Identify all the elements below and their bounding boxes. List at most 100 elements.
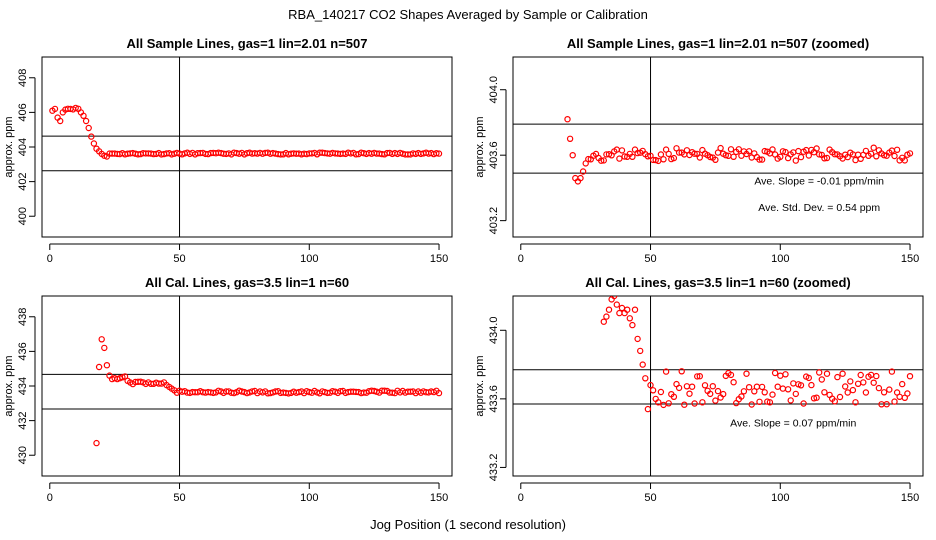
data-point xyxy=(797,153,805,161)
data-point xyxy=(624,306,631,313)
data-point xyxy=(847,378,854,385)
data-point xyxy=(743,370,750,377)
y-tick-label: 438 xyxy=(17,308,29,326)
data-point xyxy=(761,147,768,155)
data-point xyxy=(873,153,880,160)
y-tick-label: 430 xyxy=(17,446,29,464)
data-point xyxy=(766,399,774,406)
x-tick-label: 0 xyxy=(47,492,53,504)
data-point xyxy=(769,146,776,153)
data-point xyxy=(93,439,100,447)
data-points xyxy=(49,104,443,160)
data-point xyxy=(82,117,90,125)
data-point xyxy=(849,386,857,394)
data-point xyxy=(777,153,784,160)
stat-label: Ave. Slope = xyxy=(754,176,817,188)
panel-title: All Sample Lines, gas=1 lin=2.01 n=507 (… xyxy=(567,36,869,51)
data-point xyxy=(579,168,587,175)
data-point xyxy=(660,156,667,163)
stat-annotation: Ave. Slope = 0.07 ppm/min xyxy=(730,417,856,429)
data-point xyxy=(210,389,217,397)
y-axis-label: approx. ppm xyxy=(3,116,15,177)
x-tick-label: 150 xyxy=(901,253,919,265)
data-point xyxy=(701,382,709,389)
data-point xyxy=(603,313,610,320)
y-tick-label: 404.0 xyxy=(488,76,500,104)
data-point xyxy=(839,370,846,377)
data-point xyxy=(647,381,654,389)
x-tick-label: 100 xyxy=(300,253,318,265)
data-points xyxy=(564,115,914,185)
data-point xyxy=(57,117,64,125)
panel-title: All Sample Lines, gas=1 lin=2.01 n=507 xyxy=(127,36,368,51)
data-point xyxy=(644,153,652,160)
data-point xyxy=(51,105,59,113)
data-point xyxy=(675,384,683,392)
data-point xyxy=(823,370,831,377)
data-point xyxy=(637,347,644,355)
data-point xyxy=(694,373,701,380)
data-point xyxy=(758,156,766,163)
data-point xyxy=(629,153,636,160)
data-point xyxy=(605,306,613,313)
data-point xyxy=(823,154,831,162)
data-point xyxy=(655,399,662,406)
data-point xyxy=(660,401,667,409)
data-point xyxy=(795,147,802,155)
y-tick-label: 434.0 xyxy=(488,317,500,345)
data-point xyxy=(792,157,800,164)
data-point xyxy=(800,400,807,407)
data-point xyxy=(831,150,839,158)
data-point xyxy=(717,144,724,152)
data-point xyxy=(740,388,748,395)
data-point xyxy=(670,393,678,400)
data-point xyxy=(90,140,98,147)
data-point xyxy=(686,390,693,397)
data-point xyxy=(85,124,92,132)
x-tick-label: 50 xyxy=(644,253,656,265)
data-point xyxy=(818,376,826,383)
data-point xyxy=(805,374,813,382)
data-point xyxy=(683,383,691,390)
data-point xyxy=(95,363,103,371)
data-point xyxy=(681,401,688,408)
chart-panel-4: All Cal. Lines, gas=3.5 lin=1 n=60 (zoom… xyxy=(474,275,924,504)
data-points xyxy=(600,296,914,413)
plot-frame xyxy=(512,295,924,477)
y-tick-label: 403.6 xyxy=(488,141,500,169)
data-point xyxy=(629,321,636,329)
data-point xyxy=(616,155,623,162)
y-axis-label: approx. ppm xyxy=(474,355,486,416)
data-point xyxy=(769,391,776,398)
data-point xyxy=(751,388,758,395)
data-point xyxy=(875,384,883,392)
data-point xyxy=(761,389,768,396)
data-point xyxy=(88,133,95,140)
x-tick-label: 50 xyxy=(173,253,185,265)
data-point xyxy=(816,369,823,376)
data-point xyxy=(891,398,898,405)
stat-value: 0.54 xyxy=(836,202,857,214)
stat-label: Ave. Std. Dev. = xyxy=(758,202,836,214)
data-point xyxy=(834,373,841,381)
stat-label: Ave. Slope = xyxy=(730,417,793,429)
data-point xyxy=(883,401,890,408)
data-point xyxy=(435,150,443,157)
y-axis-label: approx. ppm xyxy=(3,355,15,416)
data-point xyxy=(891,152,898,160)
plot-frame xyxy=(41,295,453,477)
data-point xyxy=(678,368,685,375)
stat-unit: ppm/min xyxy=(813,417,856,429)
data-point xyxy=(880,389,888,396)
x-tick-label: 50 xyxy=(644,492,656,504)
data-point xyxy=(712,156,719,163)
data-point xyxy=(758,383,766,391)
data-point xyxy=(777,372,784,379)
data-point xyxy=(792,390,800,398)
x-tick-label: 100 xyxy=(300,492,318,504)
data-point xyxy=(888,368,896,375)
data-point xyxy=(901,157,909,164)
data-point xyxy=(860,379,867,386)
data-point xyxy=(808,381,815,389)
